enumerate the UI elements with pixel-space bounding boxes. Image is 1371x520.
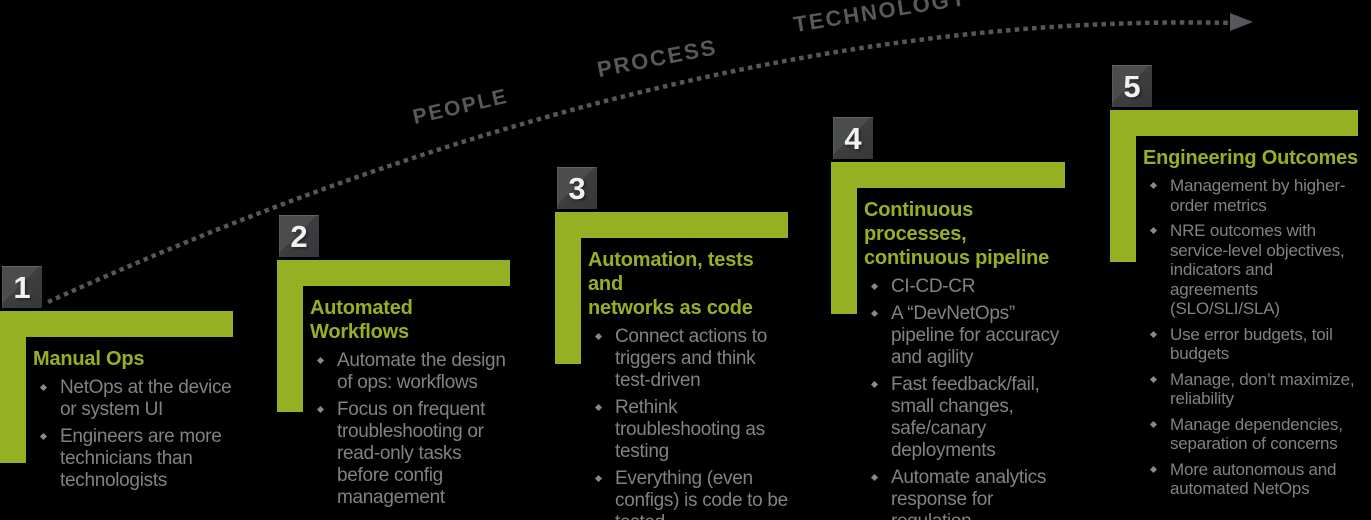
bullet-icon [1149,420,1158,428]
bullet-icon [316,356,325,365]
bullet-item: NRE outcomes with service-level objectiv… [1143,221,1358,319]
bullet-text: Automate the design of ops: workflows [337,350,506,393]
bullet-item: Use error budgets, toil budgets [1143,325,1358,364]
bullet-text: Everything (even configs) is code to be … [615,468,788,520]
stage-3-bullets: Connect actions to triggers and think te… [588,326,788,520]
bullet-icon [39,383,48,392]
bullet-item: Rethink troubleshooting as testing [588,397,788,463]
bullet-item: Focus on frequent troubleshooting or rea… [310,399,510,509]
bullet-item: Manage, don’t maximize, reliability [1143,370,1358,409]
bullet-text: Connect actions to triggers and think te… [615,326,767,391]
stage-5-content: Engineering Outcomes Management by highe… [1143,146,1358,505]
stage-2-bullets: Automate the design of ops: workflows Fo… [310,350,510,509]
axis-label-process: PROCESS [595,34,720,83]
stage-3-content: Automation, tests and networks as code C… [588,248,788,520]
bullet-icon [39,432,48,441]
bullet-text: A “DevNetOps” pipeline for accuracy and … [891,303,1059,368]
bullet-text: CI-CD-CR [891,276,976,297]
bullet-icon [870,473,879,482]
stage-1-bullets: NetOps at the device or system UI Engine… [33,377,233,492]
bullet-item: Management by higher-order metrics [1143,176,1358,215]
bullet-text: NRE outcomes with service-level objectiv… [1170,221,1345,318]
stage-4-number: 4 [844,120,862,156]
bullet-icon [594,474,603,483]
bullet-item: Connect actions to triggers and think te… [588,326,788,392]
stage-5-bracket-horizontal [1110,110,1358,136]
bullet-item: Engineers are more technicians than tech… [33,426,233,492]
bullet-text: NetOps at the device or system UI [60,377,232,420]
bullet-icon [1149,375,1158,383]
stage-2-bracket-horizontal [277,260,510,286]
stage-2-number: 2 [290,218,308,254]
stage-3-number: 3 [568,170,586,206]
bullet-icon [316,405,325,414]
stage-2-content: Automated Workflows Automate the design … [310,296,510,514]
bullet-icon [870,282,879,291]
bullet-icon [1149,181,1158,190]
stage-3-number-badge: 3 [557,167,597,209]
bullet-item: A “DevNetOps” pipeline for accuracy and … [864,303,1065,369]
bullet-icon [1149,465,1158,473]
bullet-text: Rethink troubleshooting as testing [615,397,765,462]
stage-2-bracket-vertical [277,260,303,412]
bullet-text: Use error budgets, toil budgets [1170,324,1333,364]
arrow-head-icon [1230,13,1253,31]
bullet-text: More autonomous and automated NetOps [1170,459,1337,499]
bullet-text: Focus on frequent troubleshooting or rea… [337,399,486,508]
stage-5-title: Engineering Outcomes [1143,147,1358,169]
axis-label-technology: TECHNOLOGY [791,0,969,38]
bullet-icon [594,332,603,341]
bullet-text: Automate analytics response for regulati… [891,467,1047,520]
bullet-text: Manage, don’t maximize, reliability [1170,369,1355,409]
stage-3-bracket-vertical [555,212,581,364]
bullet-item: Everything (even configs) is code to be … [588,468,788,520]
bullet-item: NetOps at the device or system UI [33,377,233,421]
bullet-icon [870,309,879,318]
bullet-icon [594,403,603,412]
stage-4-title: Continuous processes, continuous pipelin… [864,199,1050,269]
stage-5-bracket-vertical [1110,110,1136,262]
bullet-item: Automate analytics response for regulati… [864,467,1065,520]
bullet-item: Fast feedback/fail, small changes, safe/… [864,374,1065,462]
stage-3-title: Automation, tests and networks as code [588,249,754,319]
bullet-text: Fast feedback/fail, small changes, safe/… [891,374,1040,461]
stage-2-title: Automated Workflows [310,297,413,343]
bullet-icon [1149,226,1158,235]
stage-5-bullets: Management by higher-order metrics NRE o… [1143,176,1358,499]
bullet-item: Manage dependencies, separation of conce… [1143,415,1358,454]
stage-4-bracket-horizontal [831,162,1065,188]
stage-1-number-badge: 1 [2,266,42,308]
stage-4-bracket-vertical [831,162,857,314]
stage-1-bracket-vertical [0,311,26,463]
stage-2-number-badge: 2 [279,215,319,257]
stage-1-number: 1 [13,269,31,305]
stage-3-bracket-horizontal [555,212,788,238]
stage-1-bracket-horizontal [0,311,233,337]
stage-4-content: Continuous processes, continuous pipelin… [864,198,1065,520]
bullet-item: Automate the design of ops: workflows [310,350,510,394]
bullet-icon [1149,330,1158,338]
bullet-icon [870,380,879,389]
stage-4-number-badge: 4 [833,117,873,159]
bullet-text: Manage dependencies, separation of conce… [1170,414,1343,454]
bullet-item: CI-CD-CR [864,276,1065,298]
bullet-text: Engineers are more technicians than tech… [60,426,222,491]
stage-1-content: Manual Ops NetOps at the device or syste… [33,347,233,497]
bullet-item: More autonomous and automated NetOps [1143,460,1358,499]
bullet-text: Management by higher-order metrics [1170,176,1346,215]
stage-5-number-badge: 5 [1112,65,1152,107]
axis-label-people: PEOPLE [410,84,511,130]
stage-4-bullets: CI-CD-CR A “DevNetOps” pipeline for accu… [864,276,1065,520]
stage-1-title: Manual Ops [33,348,145,370]
stage-5-number: 5 [1123,68,1141,104]
